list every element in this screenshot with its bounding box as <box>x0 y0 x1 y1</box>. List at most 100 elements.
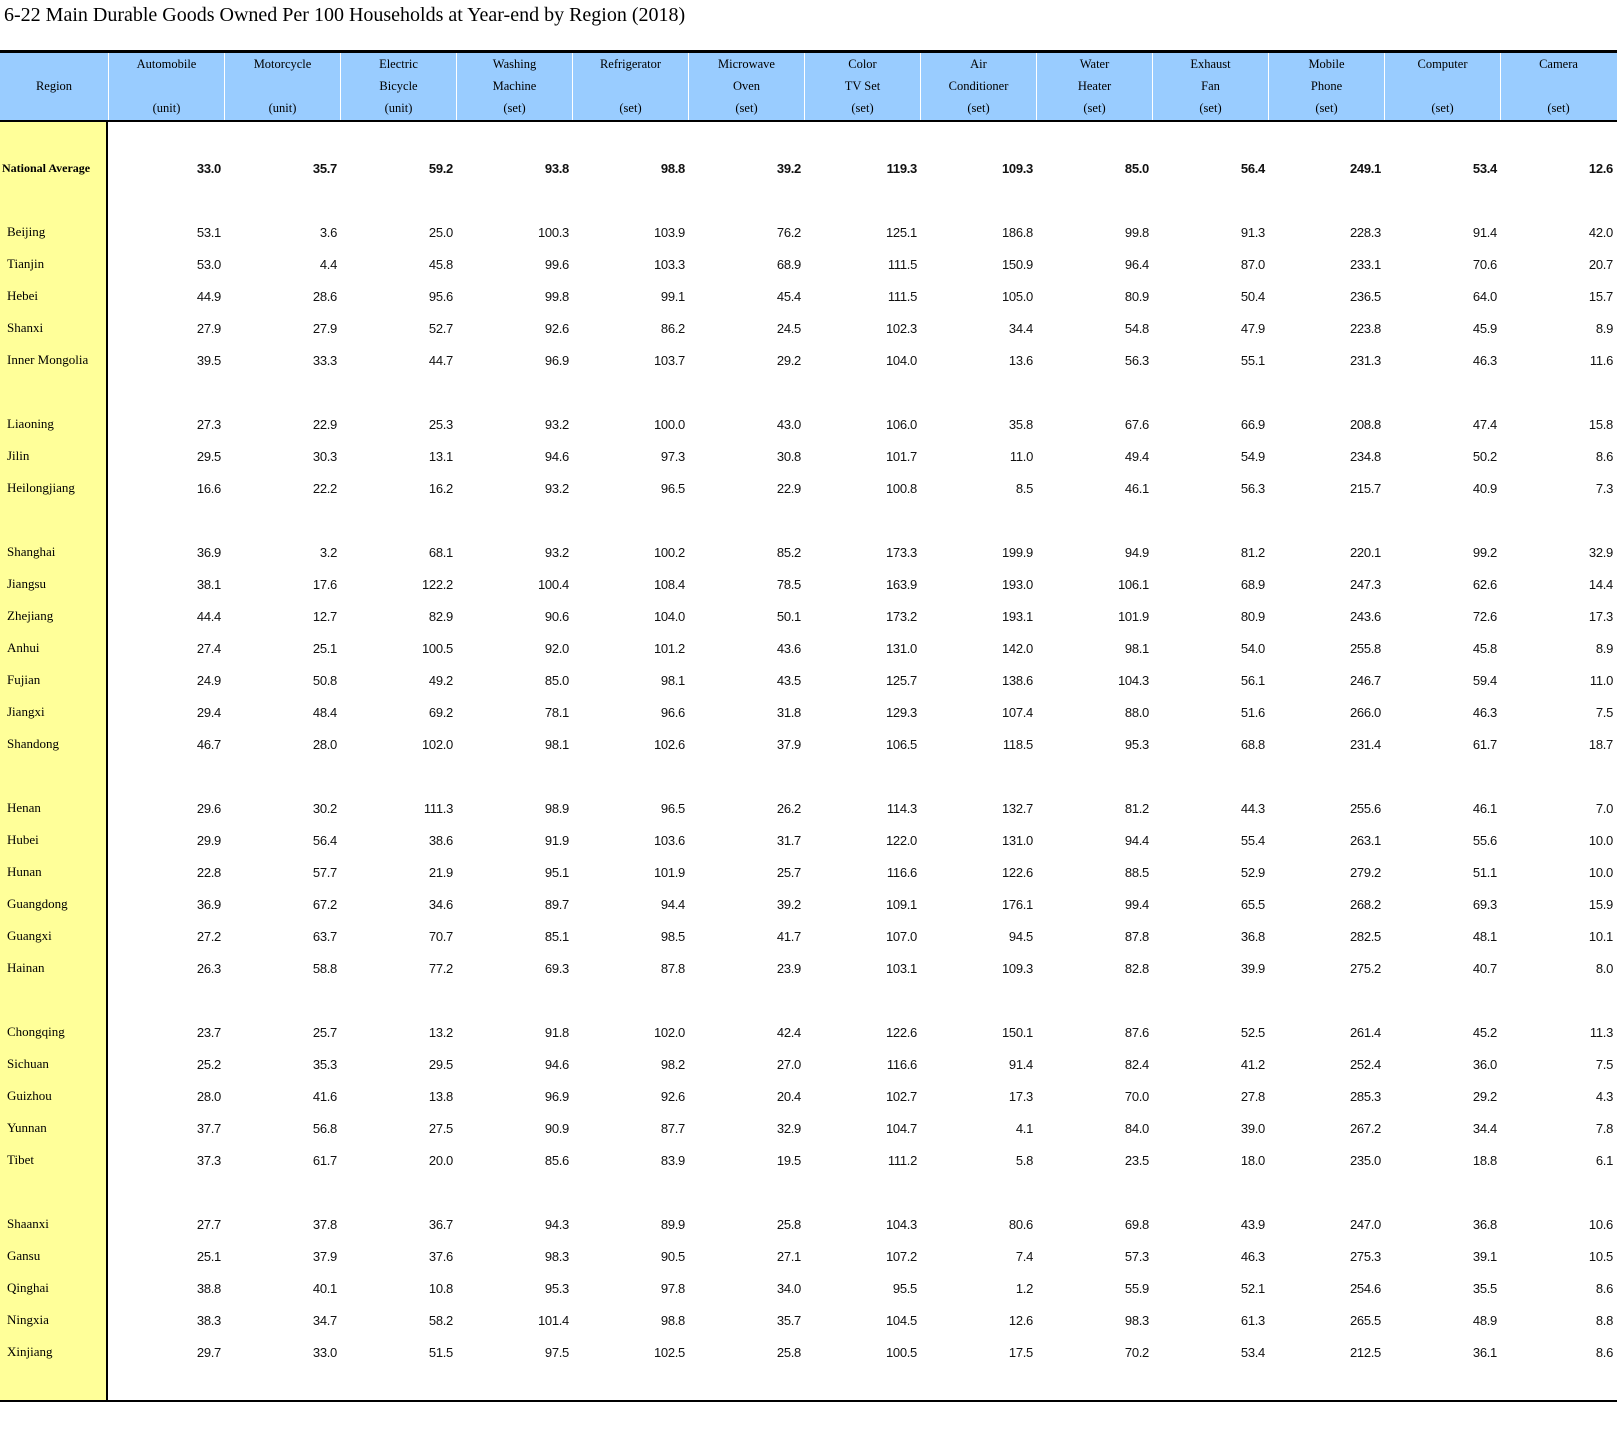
value-cell: 267.2 <box>1349 1120 1381 1136</box>
value-cell: 176.1 <box>1001 896 1033 912</box>
header-column-label: Air <box>970 57 987 71</box>
header-column-label: Exhaust <box>1190 57 1231 71</box>
value-cell: 104.7 <box>885 1120 917 1136</box>
value-cell: 94.4 <box>1124 832 1149 848</box>
region-name: Tianjin <box>7 256 45 271</box>
value-cell: 57.3 <box>1124 1248 1149 1264</box>
value-cell: 266.0 <box>1349 704 1381 720</box>
value-cell: 82.4 <box>1124 1056 1149 1072</box>
header-column-label: Refrigerator <box>599 57 662 71</box>
table-row: Hebei 44.9 28.6 95.6 99.8 99.1 45.4 111.5 105.0 8… <box>0 280 1617 312</box>
value-cell: 70.7 <box>428 928 453 944</box>
value-cell: 142.0 <box>1001 640 1033 656</box>
value-cell: 7.8 <box>1595 1120 1613 1136</box>
value-cell: 29.9 <box>196 832 221 848</box>
table-row: Xinjiang 29.7 33.0 51.5 97.5 102.5 25.8 100.5 17… <box>0 1336 1617 1368</box>
value-cell: 36.0 <box>1472 1056 1497 1072</box>
value-cell: 4.4 <box>319 256 337 272</box>
value-cell: 39.2 <box>776 896 801 912</box>
value-cell: 85.6 <box>544 1152 569 1168</box>
value-cell: 18.0 <box>1240 1152 1265 1168</box>
value-cell: 90.6 <box>544 608 569 624</box>
header-column-unit: (unit) <box>384 101 413 115</box>
value-cell: 34.4 <box>1472 1120 1497 1136</box>
region-name: Zhejiang <box>7 608 54 623</box>
table-row: Guangdong 36.9 67.2 34.6 89.7 94.4 39.2 109.1 17… <box>0 888 1617 920</box>
value-cell: 92.6 <box>660 1088 685 1104</box>
value-cell: 98.9 <box>544 800 569 816</box>
value-cell: 10.6 <box>1588 1216 1613 1232</box>
header-column-label: Computer <box>1417 57 1468 71</box>
table-row: Hainan 26.3 58.8 77.2 69.3 87.8 23.9 103.1 109.3… <box>0 952 1617 984</box>
value-cell: 90.5 <box>660 1248 685 1264</box>
value-cell: 27.5 <box>428 1120 453 1136</box>
durable-goods-table: Region Automobile (unit) Motorcycle (unit) E… <box>0 50 1617 1402</box>
region-name: Anhui <box>7 640 40 655</box>
value-cell: 44.4 <box>196 608 221 624</box>
value-cell: 22.8 <box>196 864 221 880</box>
value-cell: 96.6 <box>660 704 685 720</box>
value-cell: 122.0 <box>885 832 917 848</box>
value-cell: 26.2 <box>776 800 801 816</box>
value-cell: 50.4 <box>1240 288 1265 304</box>
value-cell: 104.3 <box>1117 672 1149 688</box>
value-cell: 99.8 <box>1124 224 1149 240</box>
value-cell: 255.6 <box>1349 800 1381 816</box>
value-cell: 61.3 <box>1240 1312 1265 1328</box>
value-cell: 101.4 <box>537 1312 569 1328</box>
value-cell: 69.8 <box>1124 1216 1149 1232</box>
value-cell: 37.9 <box>776 736 801 752</box>
value-cell: 7.5 <box>1595 1056 1613 1072</box>
value-cell: 101.7 <box>885 448 917 464</box>
value-cell: 55.9 <box>1124 1280 1149 1296</box>
value-cell: 45.4 <box>776 288 801 304</box>
value-cell: 48.4 <box>312 704 337 720</box>
value-cell: 15.7 <box>1588 288 1613 304</box>
value-cell: 35.7 <box>312 160 337 176</box>
value-cell: 22.9 <box>776 480 801 496</box>
value-cell: 45.8 <box>428 256 453 272</box>
value-cell: 87.7 <box>660 1120 685 1136</box>
value-cell: 37.7 <box>196 1120 221 1136</box>
value-cell: 104.5 <box>885 1312 917 1328</box>
value-cell: 279.2 <box>1349 864 1381 880</box>
value-cell: 111.5 <box>887 256 917 272</box>
value-cell: 7.3 <box>1595 480 1613 496</box>
header-column-label: TV Set <box>844 79 881 93</box>
value-cell: 91.3 <box>1240 224 1265 240</box>
value-cell: 111.2 <box>887 1152 917 1168</box>
region-name: Ningxia <box>7 1312 49 1327</box>
value-cell: 107.2 <box>885 1248 917 1264</box>
header-column: Motorcycle (unit) <box>224 53 340 120</box>
region-name: Jiangxi <box>7 704 45 719</box>
value-cell: 8.6 <box>1595 448 1613 464</box>
table-row: Zhejiang 44.4 12.7 82.9 90.6 104.0 50.1 173.2 19… <box>0 600 1617 632</box>
value-cell: 33.3 <box>312 352 337 368</box>
value-cell: 37.8 <box>312 1216 337 1232</box>
value-cell: 34.7 <box>312 1312 337 1328</box>
value-cell: 35.3 <box>312 1056 337 1072</box>
value-cell: 261.4 <box>1349 1024 1381 1040</box>
region-name: Hunan <box>7 864 42 879</box>
value-cell: 70.0 <box>1124 1088 1149 1104</box>
value-cell: 231.4 <box>1349 736 1381 752</box>
value-cell: 34.4 <box>1008 320 1033 336</box>
value-cell: 28.0 <box>196 1088 221 1104</box>
value-cell: 13.6 <box>1008 352 1033 368</box>
value-cell: 69.3 <box>1472 896 1497 912</box>
value-cell: 39.1 <box>1472 1248 1497 1264</box>
value-cell: 19.5 <box>776 1152 801 1168</box>
table-row: Shanghai 36.9 3.2 68.1 93.2 100.2 85.2 173.3 199… <box>0 536 1617 568</box>
value-cell: 36.1 <box>1472 1344 1497 1360</box>
value-cell: 27.4 <box>196 640 221 656</box>
value-cell: 68.1 <box>428 544 453 560</box>
table-row: Inner Mongolia 39.5 33.3 44.7 96.9 103.7 29.2 1… <box>0 344 1617 376</box>
spacer-row <box>0 504 1617 536</box>
value-cell: 92.0 <box>544 640 569 656</box>
header-column-label: Color <box>848 57 877 71</box>
region-name: Liaoning <box>7 416 54 431</box>
table-row: Ningxia 38.3 34.7 58.2 101.4 98.8 35.7 104.5 12.… <box>0 1304 1617 1336</box>
region-name: Shandong <box>7 736 59 751</box>
value-cell: 29.5 <box>196 448 221 464</box>
value-cell: 101.9 <box>1117 608 1149 624</box>
